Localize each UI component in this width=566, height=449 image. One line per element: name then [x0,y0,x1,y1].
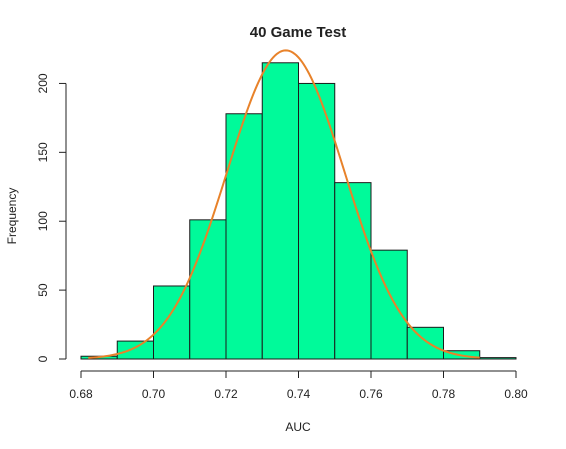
x-axis-tick-label: 0.72 [214,387,238,401]
x-axis-ticks: 0.68 0.70 0.72 0.74 0.76 0.78 0.80 [69,371,528,401]
x-axis-tick-label: 0.70 [142,387,166,401]
x-axis-tick-label: 0.68 [69,387,93,401]
x-axis-tick-label: 0.76 [359,387,383,401]
y-axis-ticks: 0 50 100 150 200 [36,73,66,362]
histogram-bar [334,182,372,360]
histogram-bar [406,326,444,360]
histogram-bar [189,219,227,360]
x-axis-tick-label: 0.78 [432,387,456,401]
histogram-bar [153,285,191,360]
histogram-bars [80,62,517,360]
x-axis-label: AUC [285,420,311,434]
y-axis-tick-label: 150 [36,142,50,162]
y-axis-tick-label: 50 [36,283,50,297]
y-axis-tick-label: 100 [36,211,50,231]
x-axis-tick-label: 0.74 [287,387,311,401]
x-axis-tick-label: 0.80 [504,387,528,401]
y-axis-label: Frequency [5,188,19,245]
normal-density-curve [88,49,480,359]
histogram-bar [479,357,517,360]
y-axis-tick-label: 0 [36,355,50,362]
histogram-bar [225,113,263,360]
y-axis-tick-label: 200 [36,73,50,93]
histogram-bar [116,340,154,360]
chart-title: 40 Game Test [250,24,346,41]
histogram-bar [261,62,299,360]
